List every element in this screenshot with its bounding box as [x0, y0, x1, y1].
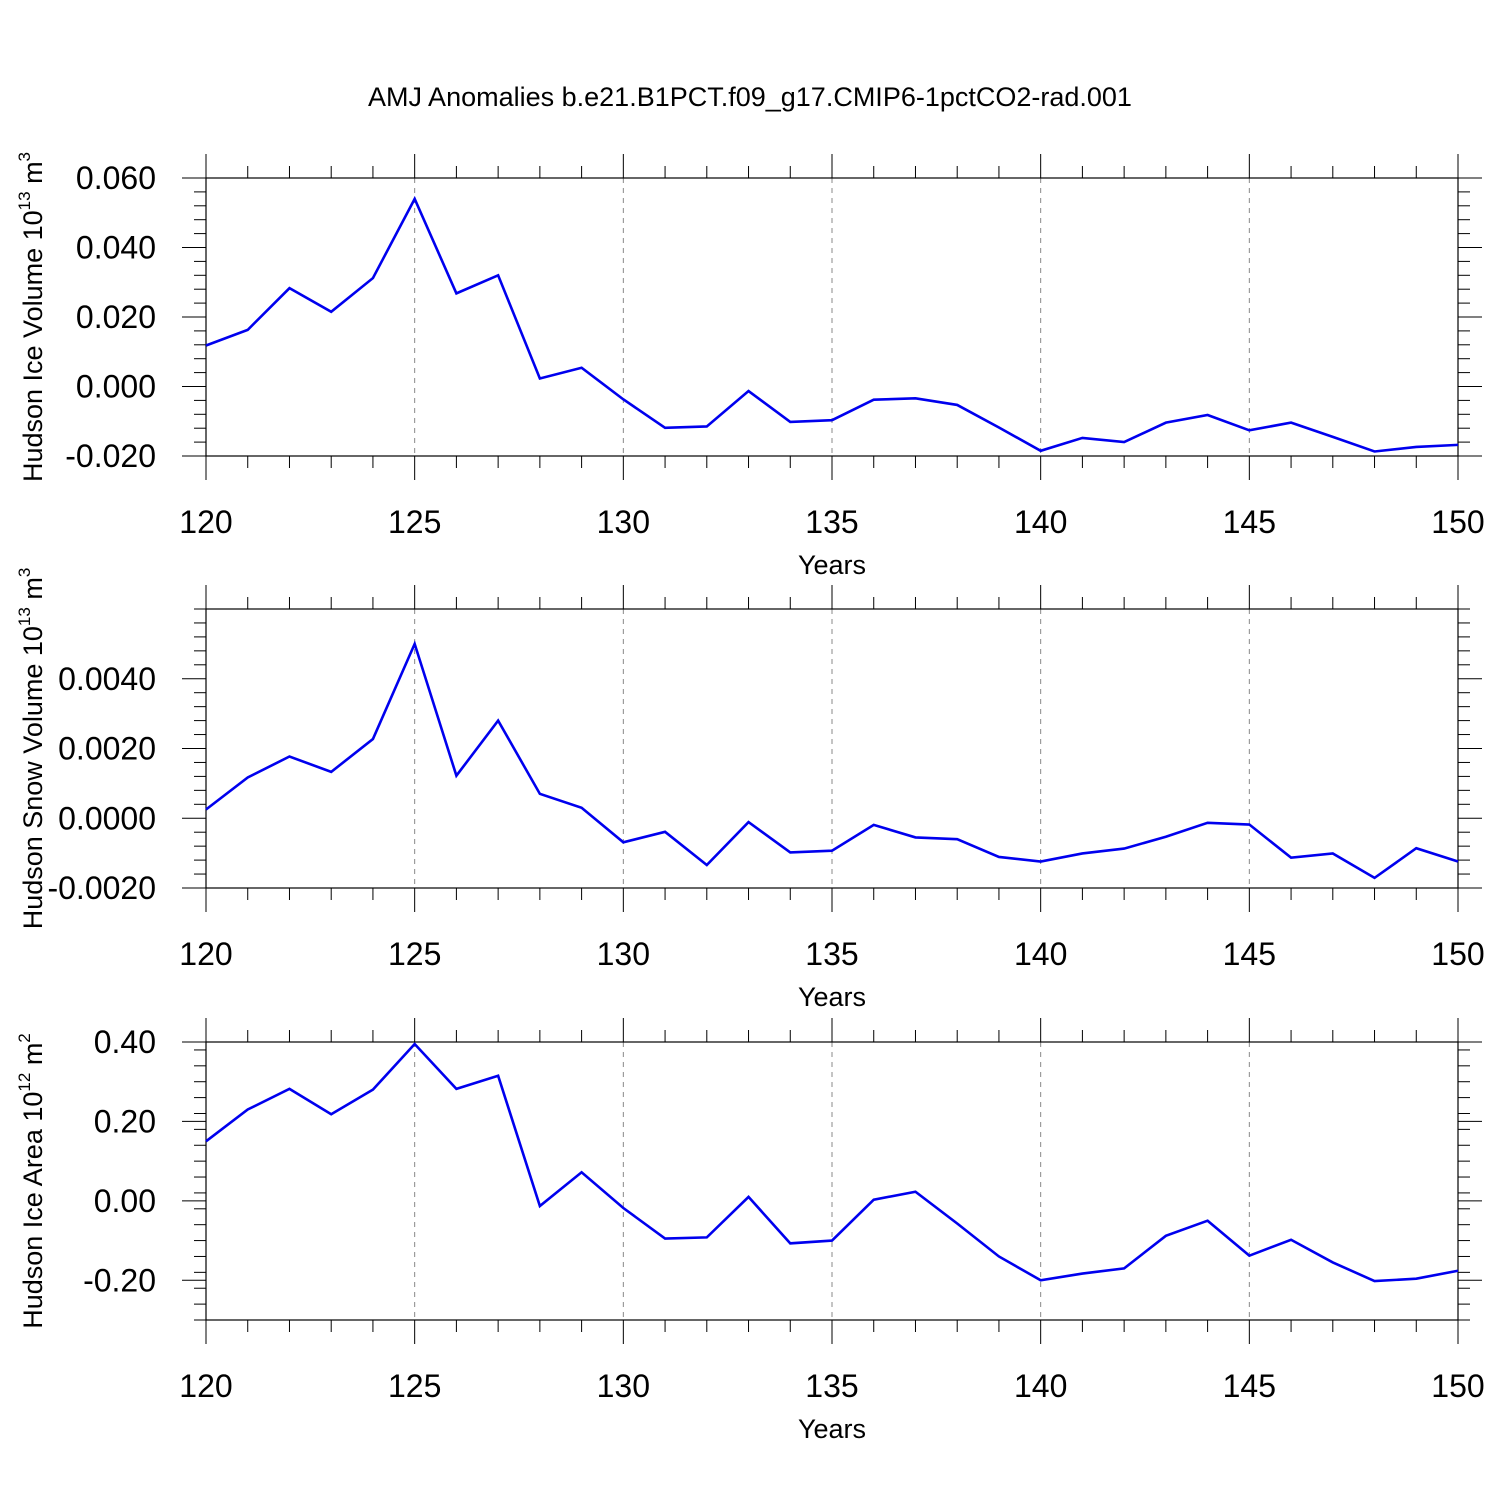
x-tick-label: 150 — [1431, 1368, 1484, 1404]
y-axis-label-main: Hudson Snow Volume 10 — [18, 626, 48, 929]
x-axis-label: Years — [798, 982, 866, 1012]
panel-3: 120 125 130 135 140 145 150 -0.20 0.00 0.20 0.40 Ye… — [15, 1018, 1485, 1444]
x-tick-label: 120 — [179, 504, 232, 540]
panel-2: 120 125 130 135 140 145 150 -0.0020 0.0000 0.0020… — [15, 568, 1485, 1012]
y-tick-label: 0.40 — [94, 1024, 156, 1060]
series-line — [205, 1042, 1459, 1283]
y-axis-label-unit: m — [18, 577, 48, 607]
y-axis-label-main: Hudson Ice Volume 10 — [18, 210, 48, 482]
panel-1: 120 125 130 135 140 145 150 -0.020 0.000 0.020 0.0… — [15, 152, 1485, 580]
x-axis-label: Years — [798, 1414, 866, 1444]
x-axis-label: Years — [798, 550, 866, 580]
y-tick-label: -0.020 — [65, 438, 156, 474]
x-tick-label: 135 — [805, 504, 858, 540]
x-tick-label: 135 — [805, 936, 858, 972]
y-tick-label: 0.000 — [76, 369, 156, 405]
y-axis-label-main: Hudson Ice Area 10 — [18, 1092, 48, 1329]
x-tick-label: 125 — [388, 1368, 441, 1404]
y-tick-label: 0.00 — [94, 1183, 156, 1219]
x-tick-label: 130 — [597, 1368, 650, 1404]
y-axis-label: Hudson Snow Volume 1013 m3 — [15, 568, 48, 930]
y-axis-label-unit: m — [18, 161, 48, 191]
y-tick-label: 0.020 — [76, 299, 156, 335]
y-tick-label: -0.20 — [83, 1262, 156, 1298]
x-tick-label: 140 — [1014, 1368, 1067, 1404]
x-tick-label: 130 — [597, 936, 650, 972]
x-tick-label: 125 — [388, 504, 441, 540]
x-tick-label: 150 — [1431, 936, 1484, 972]
y-tick-label: -0.0020 — [47, 870, 156, 906]
x-tick-label: 145 — [1223, 936, 1276, 972]
y-axis-label-unit-sup: 3 — [15, 568, 34, 577]
series-line — [205, 195, 1459, 453]
y-axis-label: Hudson Ice Volume 1013 m3 — [15, 152, 48, 482]
y-axis-label-sup: 13 — [15, 607, 34, 626]
x-tick-label: 150 — [1431, 504, 1484, 540]
figure-title: AMJ Anomalies b.e21.B1PCT.f09_g17.CMIP6-… — [368, 82, 1132, 112]
y-axis-label-unit-sup: 2 — [15, 1033, 34, 1042]
x-tick-label: 120 — [179, 1368, 232, 1404]
x-tick-label: 125 — [388, 936, 441, 972]
y-tick-label: 0.20 — [94, 1103, 156, 1139]
x-tick-label: 140 — [1014, 504, 1067, 540]
x-tick-label: 145 — [1223, 504, 1276, 540]
x-tick-label: 145 — [1223, 1368, 1276, 1404]
x-tick-label: 130 — [597, 504, 650, 540]
y-axis-label-sup: 12 — [15, 1073, 34, 1092]
y-axis-label-sup: 13 — [15, 191, 34, 210]
y-tick-label: 0.0000 — [58, 800, 156, 836]
y-tick-label: 0.060 — [76, 160, 156, 196]
y-tick-label: 0.0020 — [58, 731, 156, 767]
y-axis-label-unit: m — [18, 1043, 48, 1073]
series-line — [205, 640, 1459, 880]
y-axis-label-unit-sup: 3 — [15, 152, 34, 161]
x-tick-label: 120 — [179, 936, 232, 972]
y-tick-label: 0.040 — [76, 230, 156, 266]
y-axis-label: Hudson Ice Area 1012 m2 — [15, 1033, 48, 1329]
x-tick-label: 135 — [805, 1368, 858, 1404]
y-tick-label: 0.0040 — [58, 661, 156, 697]
x-tick-label: 140 — [1014, 936, 1067, 972]
